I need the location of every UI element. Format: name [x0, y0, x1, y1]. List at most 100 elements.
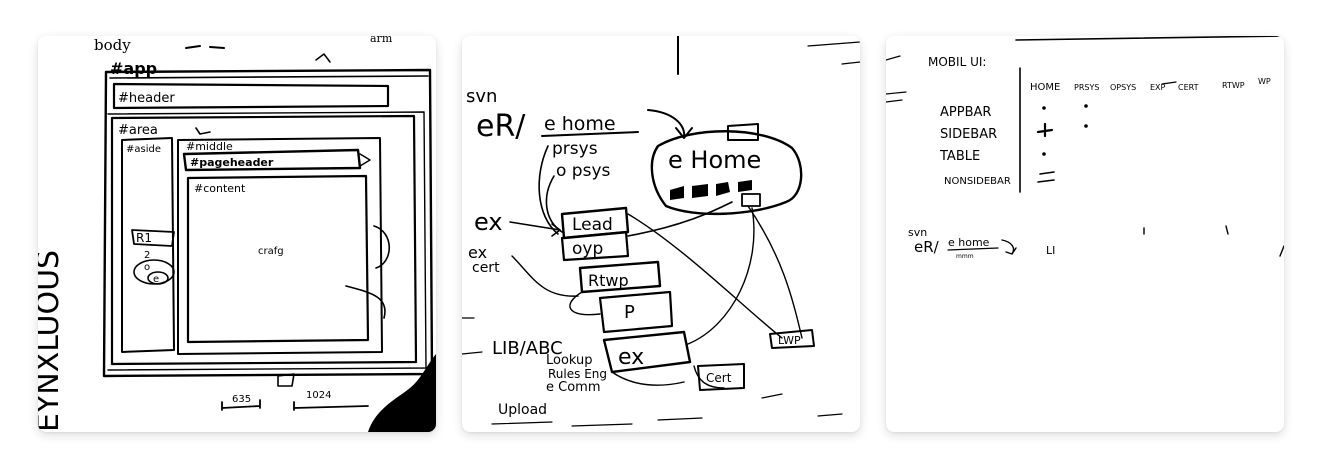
row-label-sidebar: SIDEBAR	[940, 127, 997, 142]
width-marker-large	[293, 401, 369, 411]
column-header-cert: CERT	[1178, 83, 1199, 92]
p-label: P	[624, 302, 635, 323]
ex-cert-label: ex	[468, 243, 487, 262]
area-box	[110, 114, 418, 366]
top-right-strokes	[807, 41, 860, 65]
lwp-box	[769, 329, 815, 349]
e-home-box	[650, 130, 803, 216]
row-label-nonsidebar: NONSIDEBAR	[944, 176, 1011, 187]
matrix-mark-plus	[1036, 122, 1054, 138]
mobile-ui-matrix-sketch: MOBIL UI: HOME PRSYS OPSYS EXP CERT RTWP…	[886, 36, 1284, 260]
er-label: eR/	[914, 238, 940, 256]
rules-engine-label: Rules Eng	[548, 367, 607, 381]
e-home-icons	[670, 180, 752, 200]
shadow-speckle	[382, 402, 410, 424]
rtwp-to-p-connector	[569, 291, 601, 316]
lead-label: Lead	[572, 215, 613, 235]
aside-small-circle	[147, 271, 169, 285]
aside-item-o: o	[144, 262, 150, 273]
left-margin-text: EYNXLUOUS	[38, 250, 66, 432]
ex-to-cert-connector	[693, 365, 725, 389]
aside-item-box	[131, 229, 175, 247]
oyp-label: oyp	[572, 239, 603, 259]
e-home-icon-frame	[741, 193, 761, 207]
e-home-sub: mmm	[956, 253, 974, 260]
lead-box	[560, 206, 630, 240]
left-edge-strokes	[886, 55, 907, 103]
e-home-tab	[727, 123, 759, 141]
column-header-home: HOME	[1030, 82, 1060, 93]
top-tick-mark	[315, 53, 331, 63]
content-scrawl: crafg	[258, 246, 284, 257]
e-home-link-label: e home	[544, 113, 616, 135]
column-header-exp: EXP	[1150, 83, 1166, 92]
ex-box-label: ex	[618, 345, 644, 370]
body-label: body	[94, 36, 131, 54]
pageheader-box	[182, 148, 362, 172]
aside-item-e: e	[153, 274, 159, 285]
top-scribble	[185, 45, 225, 49]
e-home-label: e home	[948, 236, 990, 249]
prsys-label: prsys	[552, 139, 598, 159]
ex-box-tail	[611, 371, 685, 386]
scattered-marks	[1143, 225, 1284, 257]
upload-label: Upload	[498, 402, 547, 418]
row-label-appbar: APPBAR	[940, 105, 991, 120]
matrix-mark-lines	[1037, 171, 1055, 183]
layout-wireframe-sketch: body arm #app #header #area #aside R1 2 …	[38, 36, 436, 432]
prsys-connector	[538, 145, 559, 235]
e-home-arrow	[1001, 239, 1017, 255]
column-header-wp: WP	[1258, 77, 1271, 86]
width-marker-small	[221, 399, 261, 411]
lib-abc-label: LIB/ABC	[492, 338, 563, 359]
arrow-to-e-home	[647, 109, 693, 139]
pageheader-arrow	[359, 153, 371, 167]
aside-item-r1: R1	[136, 231, 152, 245]
svn-label: svn	[908, 226, 927, 239]
e-home-underline	[947, 247, 999, 251]
column-header-prsys: PRSYS	[1074, 83, 1099, 92]
area-label: #area	[118, 123, 158, 138]
top-rule	[1015, 36, 1284, 41]
p-box	[598, 290, 674, 334]
content-box	[186, 174, 370, 344]
home-to-ex-connector	[687, 207, 755, 345]
ex-cert-connector	[511, 255, 579, 297]
middle-box	[177, 137, 383, 355]
ex-arrow	[509, 221, 561, 237]
column-header-rtwp: RTWP	[1222, 81, 1245, 90]
pageheader-label: #pageheader	[190, 156, 274, 169]
cert-box-label: Cert	[706, 371, 732, 385]
sketch-card-mobile-ui-matrix[interactable]: MOBIL UI: HOME PRSYS OPSYS EXP CERT RTWP…	[886, 36, 1284, 432]
aside-item-2: 2	[144, 250, 150, 261]
exp-cert-dash	[1161, 81, 1177, 85]
cert-box	[697, 363, 745, 391]
width-marker-box	[277, 373, 295, 387]
svn-label: svn	[466, 86, 497, 107]
right-side-curve	[345, 285, 386, 319]
area-tick	[195, 127, 211, 135]
lookup-label: Lookup	[546, 353, 593, 368]
margin-strokes	[462, 317, 843, 417]
e-home-underline	[541, 131, 639, 137]
sketch-card-layout-wireframe[interactable]: body arm #app #header #area #aside R1 2 …	[38, 36, 436, 432]
e-comm-label: e Comm	[546, 380, 601, 395]
matrix-mark	[1084, 124, 1088, 128]
app-inner-line	[109, 75, 429, 79]
sketch-card-app-flow[interactable]: svn eR/ e home prsys o psys e Home ex ex…	[462, 36, 860, 432]
ex-box	[602, 330, 692, 374]
column-header-opsys: OPSYS	[1110, 83, 1136, 92]
row-label-table: TABLE	[939, 149, 980, 164]
middle-label: #middle	[186, 140, 233, 153]
lead-to-lwp-connector	[627, 213, 783, 339]
matrix-mark	[1042, 152, 1046, 156]
header-label: #header	[118, 91, 175, 106]
trail-text: LI	[1046, 244, 1055, 257]
oyp-to-home-connector	[627, 201, 733, 237]
rtwp-label: Rtwp	[588, 271, 629, 290]
app-flow-sketch: svn eR/ e home prsys o psys e Home ex ex…	[462, 36, 860, 427]
cert-side-label: cert	[472, 260, 500, 276]
header-box	[112, 82, 390, 110]
matrix-mark	[1042, 106, 1046, 110]
aside-label: #aside	[126, 144, 161, 155]
